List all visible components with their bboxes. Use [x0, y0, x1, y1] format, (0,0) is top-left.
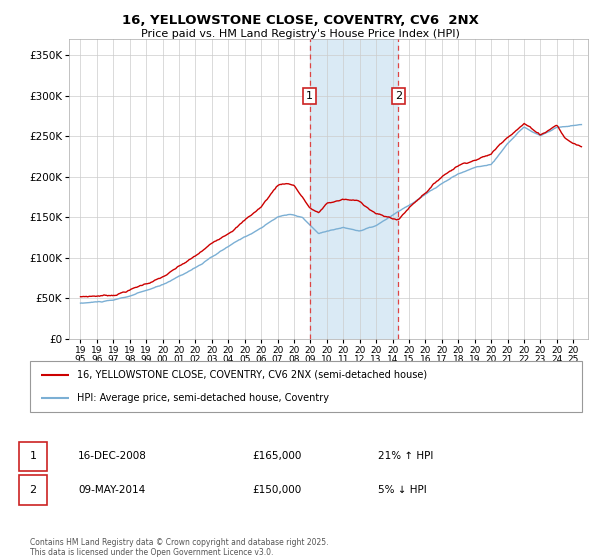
- FancyBboxPatch shape: [30, 361, 582, 412]
- Bar: [310, 39, 398, 339]
- Text: £150,000: £150,000: [252, 485, 301, 495]
- Text: 16, YELLOWSTONE CLOSE, COVENTRY, CV6 2NX (semi-detached house): 16, YELLOWSTONE CLOSE, COVENTRY, CV6 2NX…: [77, 370, 427, 380]
- Text: HPI: Average price, semi-detached house, Coventry: HPI: Average price, semi-detached house,…: [77, 393, 329, 403]
- Text: 2: 2: [29, 485, 37, 495]
- Text: 5% ↓ HPI: 5% ↓ HPI: [378, 485, 427, 495]
- Text: 21% ↑ HPI: 21% ↑ HPI: [378, 451, 433, 461]
- Text: £165,000: £165,000: [252, 451, 301, 461]
- Text: Price paid vs. HM Land Registry's House Price Index (HPI): Price paid vs. HM Land Registry's House …: [140, 29, 460, 39]
- Text: 16-DEC-2008: 16-DEC-2008: [78, 451, 147, 461]
- Text: 2: 2: [395, 91, 402, 101]
- Text: Contains HM Land Registry data © Crown copyright and database right 2025.
This d: Contains HM Land Registry data © Crown c…: [30, 538, 329, 557]
- Text: 09-MAY-2014: 09-MAY-2014: [78, 485, 145, 495]
- Text: 16, YELLOWSTONE CLOSE, COVENTRY, CV6  2NX: 16, YELLOWSTONE CLOSE, COVENTRY, CV6 2NX: [122, 14, 478, 27]
- Text: 1: 1: [29, 451, 37, 461]
- Text: 1: 1: [306, 91, 313, 101]
